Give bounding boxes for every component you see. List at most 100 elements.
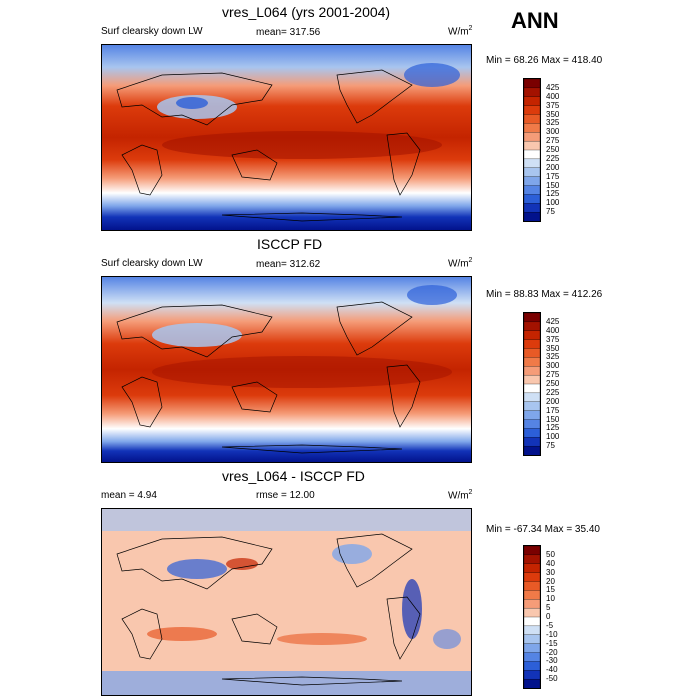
colorbar-swatch bbox=[524, 185, 540, 195]
colorbar-swatch bbox=[524, 132, 540, 142]
colorbar-swatch bbox=[524, 79, 540, 89]
colorbar-tick-label: 350 bbox=[546, 109, 560, 119]
colorbar-swatch bbox=[524, 419, 540, 429]
panel-3-title: vres_L064 - ISCCP FD bbox=[222, 468, 365, 484]
colorbar-tick-label: 375 bbox=[546, 100, 560, 110]
colorbar-swatch bbox=[524, 670, 540, 680]
panel-3-minmax: Min = -67.34 Max = 35.40 bbox=[486, 524, 600, 535]
colorbar-swatch bbox=[524, 123, 540, 133]
colorbar-tick-label: 100 bbox=[546, 198, 560, 208]
panel-2-colorbar bbox=[523, 312, 541, 456]
colorbar-tick-label: 375 bbox=[546, 334, 560, 344]
colorbar-swatch bbox=[524, 313, 540, 323]
colorbar-swatch bbox=[524, 546, 540, 556]
colorbar-tick-label: 15 bbox=[546, 585, 555, 595]
panel-1-colorbar-swatches bbox=[524, 79, 540, 221]
panel-1-coastlines bbox=[116, 69, 421, 222]
colorbar-tick-label: 125 bbox=[546, 423, 560, 433]
panel-2-minmax: Min = 88.83 Max = 412.26 bbox=[486, 289, 603, 300]
colorbar-swatch bbox=[524, 158, 540, 169]
colorbar-tick-label: -30 bbox=[546, 656, 558, 666]
colorbar-swatch bbox=[524, 374, 540, 385]
colorbar-tick-label: 100 bbox=[546, 432, 560, 442]
panel-3-heatmap bbox=[102, 509, 471, 695]
colorbar-tick-label: 350 bbox=[546, 343, 560, 353]
colorbar-tick-label: 225 bbox=[546, 153, 560, 163]
panel-3-rmse-label: rmse = 12.00 bbox=[256, 490, 315, 501]
panel-2-map bbox=[101, 276, 472, 463]
colorbar-swatch bbox=[524, 176, 540, 186]
panel-3-colorbar bbox=[523, 545, 541, 689]
colorbar-swatch bbox=[524, 203, 540, 213]
colorbar-tick-label: -50 bbox=[546, 674, 558, 684]
panel-2-variable-label: Surf clearsky down LW bbox=[101, 258, 203, 269]
colorbar-swatch bbox=[524, 572, 540, 582]
colorbar-swatch bbox=[524, 401, 540, 412]
colorbar-tick-label: 20 bbox=[546, 576, 555, 586]
colorbar-swatch bbox=[524, 678, 540, 688]
colorbar-swatch bbox=[524, 383, 540, 394]
colorbar-swatch bbox=[524, 211, 540, 221]
panel-3-mean-label: mean = 4.94 bbox=[101, 490, 157, 501]
colorbar-swatch bbox=[524, 616, 540, 627]
colorbar-swatch bbox=[524, 599, 540, 609]
colorbar-swatch bbox=[524, 625, 540, 636]
panel-2-mean-label: mean= 312.62 bbox=[256, 259, 321, 270]
colorbar-tick-label: 50 bbox=[546, 549, 555, 559]
panel-2-coastlines bbox=[116, 301, 421, 454]
panel-1-units: W/m2 bbox=[448, 25, 473, 38]
colorbar-swatch bbox=[524, 392, 540, 403]
panel-1-variable-label: Surf clearsky down LW bbox=[101, 26, 203, 37]
colorbar-tick-label: 225 bbox=[546, 387, 560, 397]
colorbar-tick-label: 400 bbox=[546, 325, 560, 335]
colorbar-tick-label: -5 bbox=[546, 620, 554, 630]
colorbar-swatch bbox=[524, 410, 540, 420]
colorbar-tick-label: 200 bbox=[546, 162, 560, 172]
colorbar-swatch bbox=[524, 581, 540, 591]
colorbar-tick-label: 150 bbox=[546, 180, 560, 190]
colorbar-swatch bbox=[524, 643, 540, 653]
colorbar-swatch bbox=[524, 652, 540, 662]
colorbar-swatch bbox=[524, 339, 540, 349]
colorbar-swatch bbox=[524, 634, 540, 645]
panel-1-mean-label: mean= 317.56 bbox=[256, 27, 321, 38]
colorbar-swatch bbox=[524, 563, 540, 574]
colorbar-tick-label: 325 bbox=[546, 118, 560, 128]
colorbar-tick-label: 150 bbox=[546, 414, 560, 424]
season-label: ANN bbox=[511, 8, 559, 33]
colorbar-swatch bbox=[524, 149, 540, 160]
colorbar-swatch bbox=[524, 114, 540, 124]
colorbar-swatch bbox=[524, 590, 540, 600]
colorbar-tick-label: 250 bbox=[546, 379, 560, 388]
panel-3-coastlines bbox=[116, 533, 421, 686]
panel-3-units: W/m2 bbox=[448, 489, 473, 502]
colorbar-swatch bbox=[524, 554, 540, 565]
colorbar-tick-label: 400 bbox=[546, 91, 560, 101]
colorbar-tick-label: -20 bbox=[546, 647, 558, 657]
colorbar-swatch bbox=[524, 87, 540, 98]
panel-2-colorbar-swatches bbox=[524, 313, 540, 455]
colorbar-tick-label: 300 bbox=[546, 361, 560, 371]
panel-1-heatmap bbox=[102, 45, 471, 230]
colorbar-swatch bbox=[524, 428, 540, 438]
colorbar-swatch bbox=[524, 357, 540, 367]
panel-1-minmax: Min = 68.26 Max = 418.40 bbox=[486, 55, 603, 66]
colorbar-tick-label: 75 bbox=[546, 441, 555, 451]
panel-1-title: vres_L064 (yrs 2001-2004) bbox=[222, 4, 391, 20]
colorbar-swatch bbox=[524, 366, 540, 376]
colorbar-swatch bbox=[524, 445, 540, 455]
colorbar-tick-label: 125 bbox=[546, 189, 560, 199]
colorbar-swatch bbox=[524, 96, 540, 107]
colorbar-swatch bbox=[524, 330, 540, 341]
colorbar-tick-label: 325 bbox=[546, 352, 560, 362]
colorbar-swatch bbox=[524, 140, 540, 151]
colorbar-tick-label: 30 bbox=[546, 567, 555, 577]
colorbar-tick-label: 200 bbox=[546, 396, 560, 406]
colorbar-tick-label: 10 bbox=[546, 594, 555, 604]
panel-2-heatmap bbox=[102, 277, 471, 462]
colorbar-tick-label: 275 bbox=[546, 370, 560, 380]
colorbar-swatch bbox=[524, 321, 540, 332]
colorbar-tick-label: -40 bbox=[546, 665, 558, 675]
colorbar-swatch bbox=[524, 437, 540, 447]
colorbar-swatch bbox=[524, 194, 540, 204]
